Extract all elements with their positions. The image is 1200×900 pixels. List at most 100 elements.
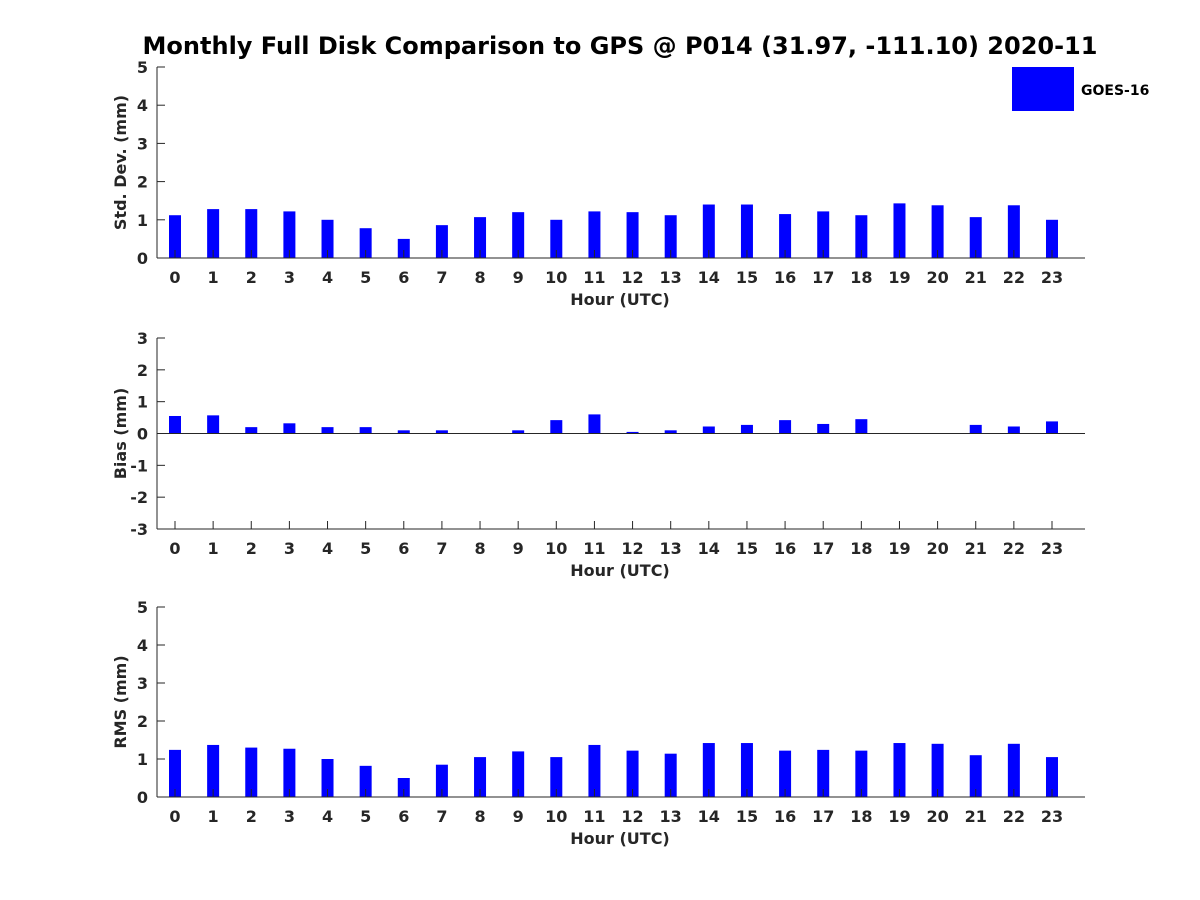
bar-std-dev-hour-22 (1007, 205, 1020, 258)
x-tick-label-std-dev-3: 3 (284, 268, 295, 287)
x-tick-label-bias-7: 7 (436, 539, 447, 558)
x-tick-label-rms-7: 7 (436, 807, 447, 826)
y-tick-label-std-dev-3: 3 (137, 134, 148, 153)
bar-std-dev-hour-1 (207, 209, 220, 258)
x-tick-label-bias-18: 18 (850, 539, 872, 558)
x-tick-label-std-dev-23: 23 (1041, 268, 1063, 287)
x-tick-label-std-dev-11: 11 (583, 268, 605, 287)
bar-rms-hour-16 (779, 750, 792, 797)
bar-bias-hour-13 (664, 430, 677, 434)
bar-rms-hour-18 (855, 750, 868, 797)
x-tick-label-std-dev-14: 14 (698, 268, 720, 287)
y-axis-label-bias: Bias (mm) (111, 388, 130, 480)
bar-std-dev-hour-13 (664, 215, 677, 258)
y-tick-label-std-dev-2: 2 (137, 173, 148, 192)
x-tick-label-rms-23: 23 (1041, 807, 1063, 826)
bar-bias-hour-14 (702, 426, 715, 434)
y-tick-label-std-dev-1: 1 (137, 211, 148, 230)
y-tick-label-bias--2: -2 (130, 488, 148, 507)
bar-std-dev-hour-2 (245, 209, 258, 258)
bar-std-dev-hour-8 (474, 217, 487, 258)
bar-rms-hour-0 (169, 749, 181, 797)
x-tick-label-rms-10: 10 (545, 807, 567, 826)
bar-std-dev-hour-15 (740, 204, 753, 258)
bar-rms-hour-6 (397, 778, 410, 797)
bar-bias-hour-17 (817, 423, 830, 434)
x-tick-label-bias-5: 5 (360, 539, 371, 558)
bar-bias-hour-22 (1007, 426, 1020, 434)
x-tick-label-rms-22: 22 (1003, 807, 1025, 826)
bar-bias-hour-1 (207, 415, 220, 434)
bar-rms-hour-23 (1045, 757, 1058, 797)
x-tick-label-std-dev-4: 4 (322, 268, 333, 287)
x-tick-label-bias-10: 10 (545, 539, 567, 558)
x-tick-label-bias-8: 8 (474, 539, 485, 558)
bar-rms-hour-10 (550, 757, 563, 797)
x-tick-label-bias-9: 9 (513, 539, 524, 558)
bar-rms-hour-7 (435, 764, 448, 797)
x-tick-label-rms-14: 14 (698, 807, 720, 826)
x-tick-label-std-dev-7: 7 (436, 268, 447, 287)
bar-bias-hour-2 (245, 427, 258, 434)
x-tick-label-bias-12: 12 (621, 539, 643, 558)
bar-bias-hour-4 (321, 427, 334, 434)
x-tick-label-bias-1: 1 (208, 539, 219, 558)
x-tick-label-bias-22: 22 (1003, 539, 1025, 558)
x-tick-label-std-dev-12: 12 (621, 268, 643, 287)
chart-title: Monthly Full Disk Comparison to GPS @ P0… (143, 32, 1098, 60)
x-tick-label-rms-19: 19 (888, 807, 910, 826)
x-tick-label-rms-11: 11 (583, 807, 605, 826)
bar-std-dev-hour-20 (931, 205, 944, 258)
bar-std-dev-hour-4 (321, 219, 334, 258)
y-tick-label-bias-1: 1 (137, 393, 148, 412)
x-tick-label-bias-20: 20 (926, 539, 948, 558)
bar-bias-hour-9 (512, 430, 525, 434)
x-tick-label-std-dev-0: 0 (169, 268, 180, 287)
x-tick-label-std-dev-13: 13 (660, 268, 682, 287)
x-tick-label-rms-1: 1 (208, 807, 219, 826)
x-tick-label-bias-2: 2 (246, 539, 257, 558)
bar-bias-hour-16 (779, 420, 792, 434)
bar-rms-hour-13 (664, 753, 677, 797)
bar-bias-hour-10 (550, 420, 563, 434)
bar-bias-hour-5 (359, 427, 372, 434)
bar-bias-hour-21 (969, 424, 982, 434)
x-tick-label-std-dev-6: 6 (398, 268, 409, 287)
x-tick-label-std-dev-17: 17 (812, 268, 834, 287)
x-tick-label-bias-4: 4 (322, 539, 333, 558)
x-tick-label-rms-8: 8 (474, 807, 485, 826)
x-tick-label-bias-15: 15 (736, 539, 758, 558)
x-tick-label-rms-4: 4 (322, 807, 333, 826)
bar-rms-hour-2 (245, 747, 258, 797)
y-tick-label-bias-3: 3 (137, 329, 148, 348)
bar-rms-hour-3 (283, 748, 296, 797)
x-tick-label-bias-0: 0 (169, 539, 180, 558)
bar-std-dev-hour-23 (1045, 219, 1058, 258)
bar-bias-hour-7 (435, 430, 448, 434)
x-tick-label-rms-12: 12 (621, 807, 643, 826)
y-tick-label-rms-2: 2 (137, 712, 148, 731)
bar-std-dev-hour-16 (779, 214, 792, 258)
bar-bias-hour-12 (626, 431, 639, 434)
legend-swatch-goes16 (1012, 67, 1074, 111)
bar-std-dev-hour-7 (435, 225, 448, 258)
x-tick-label-std-dev-22: 22 (1003, 268, 1025, 287)
x-tick-label-rms-6: 6 (398, 807, 409, 826)
bar-rms-hour-21 (969, 755, 982, 797)
x-tick-label-bias-11: 11 (583, 539, 605, 558)
x-tick-label-bias-23: 23 (1041, 539, 1063, 558)
x-tick-label-rms-0: 0 (169, 807, 180, 826)
bar-rms-hour-4 (321, 759, 334, 797)
x-axis-label-std-dev: Hour (UTC) (570, 290, 670, 309)
x-axis-label-rms: Hour (UTC) (570, 829, 670, 848)
x-tick-label-rms-15: 15 (736, 807, 758, 826)
bar-std-dev-hour-19 (893, 203, 906, 258)
bar-rms-hour-8 (474, 757, 487, 797)
bar-std-dev-hour-5 (359, 228, 372, 258)
x-tick-label-bias-16: 16 (774, 539, 796, 558)
x-tick-label-std-dev-16: 16 (774, 268, 796, 287)
bar-std-dev-hour-12 (626, 212, 639, 258)
y-axis-label-std-dev: Std. Dev. (mm) (111, 95, 130, 230)
